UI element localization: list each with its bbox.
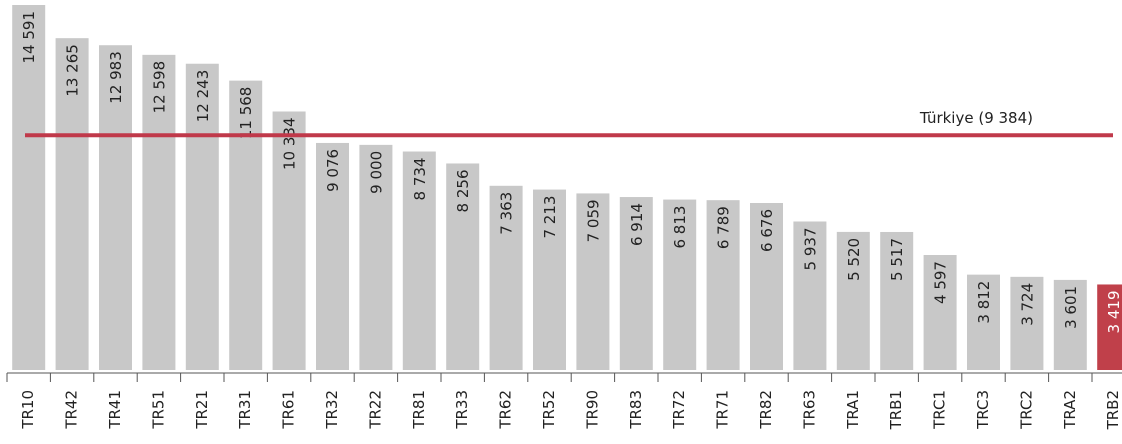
data-label: 7 363 — [498, 192, 516, 235]
data-label: 5 517 — [888, 238, 906, 281]
data-label: 12 983 — [107, 51, 125, 103]
x-tick-label: TR22 — [366, 390, 384, 430]
x-tick-label: TR81 — [410, 390, 428, 430]
data-label: 4 597 — [932, 261, 950, 304]
x-tick-label: TRA2 — [1061, 390, 1079, 430]
bar — [880, 231, 914, 370]
bar — [836, 231, 870, 370]
data-label: 7 059 — [584, 199, 602, 242]
data-label: 8 734 — [411, 158, 429, 201]
x-tick-label: TR83 — [627, 390, 645, 430]
data-label: 3 419 — [1105, 290, 1122, 333]
bar — [446, 163, 480, 370]
bar — [316, 142, 349, 370]
bar — [706, 200, 740, 370]
data-label: 12 598 — [150, 61, 168, 113]
data-label: 12 243 — [194, 70, 212, 123]
data-label: 9 076 — [324, 149, 342, 192]
x-tick-label: TR10 — [19, 390, 37, 430]
x-tick-label: TR61 — [280, 390, 298, 430]
data-label: 6 676 — [758, 209, 776, 252]
data-label: 6 914 — [628, 203, 646, 246]
x-tick-label: TR52 — [540, 390, 558, 430]
x-tick-label: TR71 — [714, 390, 732, 430]
data-label: 6 813 — [671, 206, 689, 249]
x-tick-label: TRC3 — [974, 390, 992, 430]
x-tick-label: TR63 — [800, 390, 818, 430]
x-tick-label: TR62 — [497, 390, 515, 430]
bar — [750, 202, 783, 370]
data-label: 3 812 — [975, 281, 993, 324]
x-tick-label: TR41 — [106, 390, 124, 430]
reference-label: Türkiye (9 384) — [919, 109, 1033, 127]
data-label: 9 000 — [367, 151, 385, 194]
bar — [533, 189, 566, 370]
bar — [142, 54, 176, 370]
bar — [793, 221, 827, 370]
x-tick-label: TR51 — [149, 390, 167, 430]
bar — [663, 199, 697, 370]
bar — [576, 193, 610, 370]
x-tick-label: TR72 — [670, 390, 688, 430]
bar — [1010, 276, 1044, 370]
bar — [402, 151, 436, 370]
data-label: 5 520 — [845, 238, 863, 281]
data-label: 14 591 — [20, 11, 38, 64]
data-label: 10 334 — [281, 117, 299, 170]
data-label: 3 601 — [1062, 286, 1080, 329]
x-tick-label: TR82 — [757, 390, 775, 430]
x-tick-label: TRC2 — [1017, 390, 1035, 430]
bar — [272, 111, 306, 370]
bar — [1097, 284, 1122, 370]
x-tick-label: TRC1 — [931, 390, 949, 430]
data-label: 3 724 — [1018, 283, 1036, 326]
x-tick-label: TR33 — [453, 390, 471, 430]
x-tick-label: TR42 — [63, 390, 81, 430]
bar — [619, 197, 653, 370]
bar — [229, 80, 263, 370]
bar — [923, 255, 957, 370]
data-label: 7 213 — [541, 196, 559, 239]
bar — [99, 45, 132, 371]
data-label: 13 265 — [64, 44, 82, 97]
data-label: 6 789 — [715, 206, 733, 249]
bar — [185, 63, 219, 370]
x-tick-label: TR90 — [583, 390, 601, 430]
bar — [359, 144, 393, 370]
x-tick-label: TR32 — [323, 390, 341, 430]
bar — [55, 38, 89, 371]
bar — [1053, 279, 1087, 370]
x-tick-label: TR21 — [193, 390, 211, 430]
x-tick-label: TR31 — [236, 390, 254, 430]
data-label: 11 568 — [237, 87, 255, 140]
x-tick-label: TRB2 — [1104, 390, 1122, 430]
bar — [489, 185, 523, 370]
x-tick-label: TRB1 — [887, 390, 905, 430]
data-label: 8 256 — [454, 169, 472, 212]
bar — [12, 5, 46, 370]
bar — [967, 274, 1000, 370]
x-tick-label: TRA1 — [844, 390, 862, 430]
data-label: 5 937 — [801, 227, 819, 270]
